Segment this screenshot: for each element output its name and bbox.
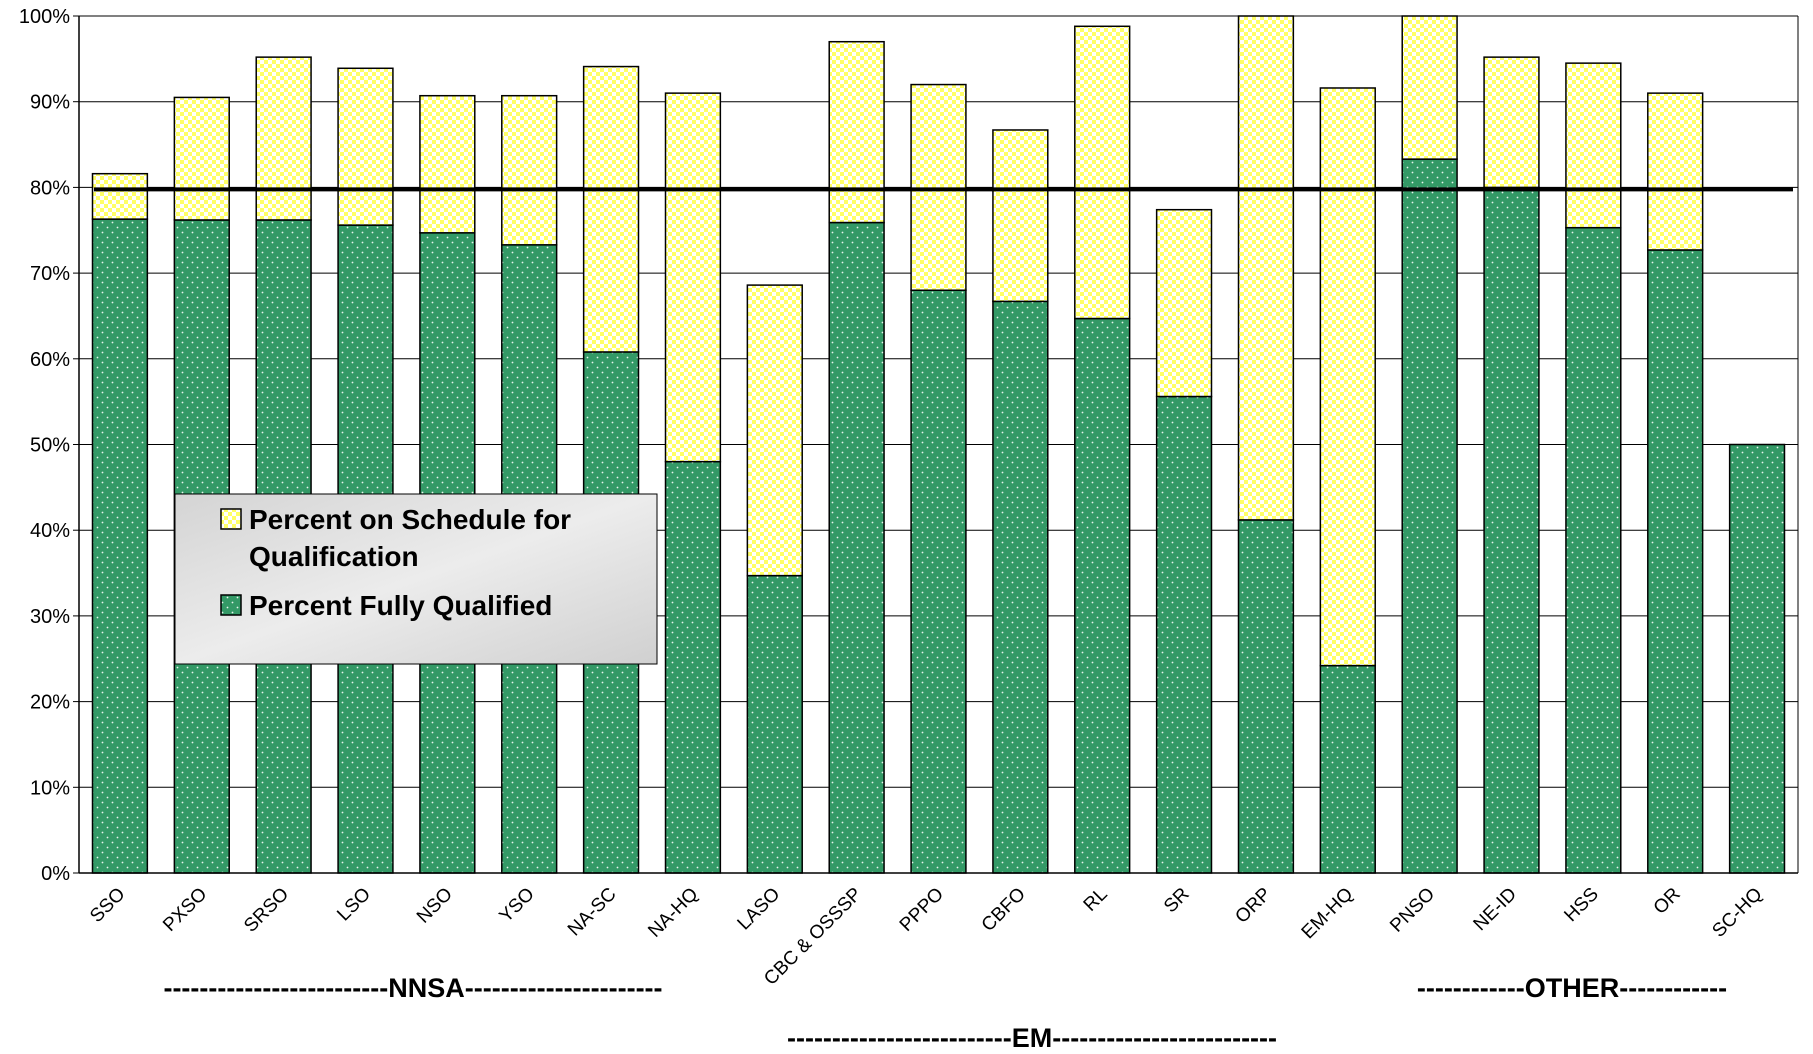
x-tick-label: NE-ID <box>1470 884 1521 935</box>
x-tick-label: SR <box>1160 884 1194 918</box>
bar-segment <box>1565 62 1622 229</box>
y-tick-label: 80% <box>30 177 70 199</box>
y-tick-label: 90% <box>30 92 70 114</box>
bar-segment <box>1483 56 1540 189</box>
x-tick-label: YSO <box>496 884 539 927</box>
x-tick-label: NSO <box>413 884 457 928</box>
bar-segment <box>1647 249 1704 874</box>
x-tick-label: CBFO <box>978 884 1030 936</box>
bar-segment <box>173 96 230 221</box>
bar-segment <box>1565 226 1622 874</box>
bar-segment <box>1728 443 1786 874</box>
bar-segment <box>828 40 885 224</box>
group-label: -------------------------NNSA-----------… <box>163 973 662 1003</box>
bar-segment <box>828 221 885 874</box>
x-tick-label: PNSO <box>1386 884 1439 937</box>
y-tick-label: 10% <box>30 777 70 799</box>
y-tick-label: 100% <box>19 6 70 28</box>
bar-segment <box>1319 664 1376 874</box>
bar-segment <box>255 56 312 221</box>
bar-segment <box>1155 208 1213 398</box>
y-tick-label: 0% <box>41 863 70 885</box>
bar-segment <box>992 300 1049 874</box>
bar-segment <box>91 218 149 874</box>
x-tick-label: OR <box>1650 884 1685 919</box>
legend-swatch <box>220 594 242 616</box>
bar-segment <box>1401 15 1458 160</box>
bar-segment <box>1483 186 1540 874</box>
x-tick-label: ORP <box>1231 884 1275 928</box>
legend: Percent on Schedule for QualificationPerc… <box>174 493 658 665</box>
legend-box <box>174 493 658 665</box>
x-tick-label: PPPO <box>896 884 948 936</box>
bar-segment <box>746 574 803 874</box>
x-tick-label: LSO <box>333 884 375 926</box>
x-tick-label: SC-HQ <box>1708 884 1766 942</box>
group-label: -------------------------EM-------------… <box>787 1023 1277 1053</box>
legend-swatch <box>220 508 242 530</box>
x-tick-label: HSS <box>1560 884 1602 926</box>
bar-segment <box>582 65 640 353</box>
x-tick-label: SSO <box>86 884 129 927</box>
x-tick-label: LASO <box>734 884 785 935</box>
bar-segment <box>1401 158 1458 874</box>
bar-segment <box>91 172 149 220</box>
x-tick-label: RL <box>1080 884 1112 916</box>
y-tick-label: 50% <box>30 435 70 457</box>
bar-segment <box>1647 92 1704 251</box>
legend-label-line: Percent on Schedule for <box>249 504 571 535</box>
bar-segment <box>1237 15 1295 521</box>
x-tick-label: EM-HQ <box>1298 884 1358 944</box>
bar-segment <box>746 284 803 577</box>
bar-segment <box>664 460 722 874</box>
legend-label: Percent on Schedule for Qualification <box>249 504 571 572</box>
bar-segment <box>1319 87 1376 667</box>
x-tick-label: NA-SC <box>564 884 621 941</box>
bar-segment <box>501 94 558 246</box>
bar-segment <box>419 94 476 234</box>
y-tick-label: 70% <box>30 263 70 285</box>
bar-segment <box>664 92 722 463</box>
bar-segment <box>992 129 1049 303</box>
x-tick-label: PXSO <box>159 884 211 936</box>
y-tick-label: 20% <box>30 692 70 714</box>
legend-label: Percent Fully Qualified <box>249 590 552 621</box>
bar-segment <box>1237 519 1295 874</box>
bar-segment <box>1155 395 1213 874</box>
y-tick-label: 30% <box>30 606 70 628</box>
y-tick-label: 60% <box>30 349 70 371</box>
group-label: ------------OTHER------------ <box>1417 973 1727 1003</box>
bar-segment <box>337 67 394 226</box>
x-tick-label: NA-HQ <box>644 884 702 942</box>
y-tick-label: 40% <box>30 520 70 542</box>
bar-segment <box>1074 317 1131 874</box>
bar-segment <box>910 289 967 874</box>
bar-segment <box>1074 25 1131 320</box>
x-tick-label: SRSO <box>240 884 293 937</box>
legend-label-line: Qualification <box>249 541 419 572</box>
